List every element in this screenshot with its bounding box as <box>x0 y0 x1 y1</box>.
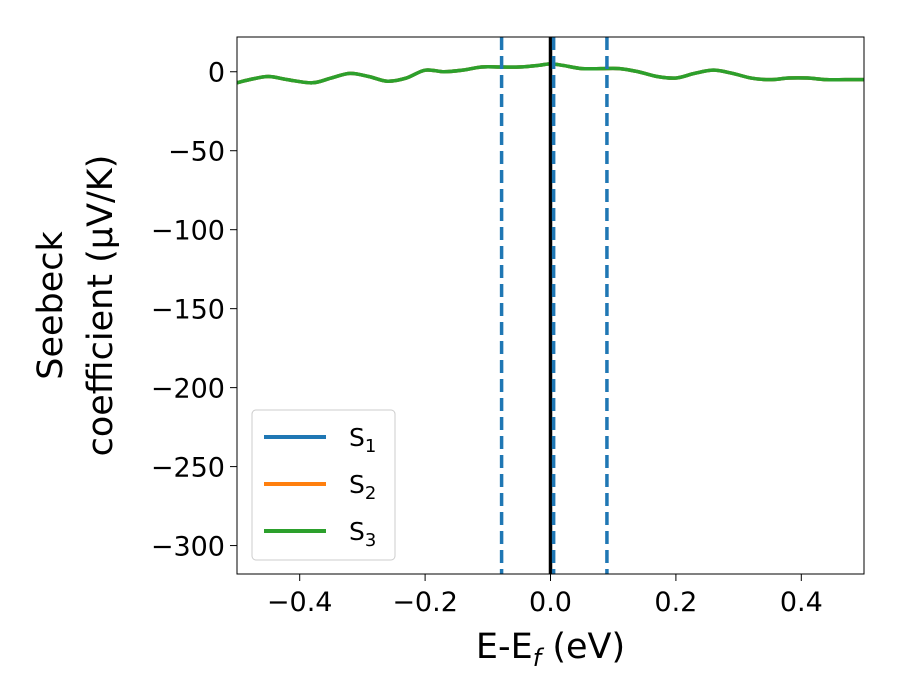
y-tick-label: −300 <box>151 532 225 563</box>
legend-label-s1: S1 <box>349 423 376 457</box>
y-tick-label: −50 <box>168 137 225 168</box>
y-axis-title-line2: coefficient (μV/K) <box>81 155 121 457</box>
x-tick-label: −0.2 <box>392 587 458 618</box>
y-tick-label: −100 <box>151 216 225 247</box>
plot-area <box>237 37 864 574</box>
legend-items: S1 S2 S3 <box>264 423 376 551</box>
x-tick-label: −0.4 <box>267 587 333 618</box>
y-tick-label: 0 <box>208 58 225 89</box>
y-tick-label: −150 <box>151 295 225 326</box>
y-tick-label: −250 <box>151 453 225 484</box>
x-tick-label: 0.0 <box>529 587 572 618</box>
y-axis-ticks: 0 −50 −100 −150 −200 −250 −300 <box>151 58 237 563</box>
x-axis-title: E-Ef (eV) <box>476 627 625 672</box>
y-axis-title-line1: Seebeck <box>31 230 71 379</box>
y-axis-title: Seebeck coefficient (μV/K) <box>31 155 121 457</box>
x-tick-label: 0.4 <box>780 587 823 618</box>
x-tick-label: 0.2 <box>654 587 697 618</box>
legend-label-s3: S3 <box>349 517 376 551</box>
x-axis-title-unit: (eV) <box>541 627 625 667</box>
x-axis-ticks: −0.4 −0.2 0.0 0.2 0.4 <box>267 574 823 618</box>
x-axis-title-main: E-E <box>476 627 533 667</box>
y-tick-label: −200 <box>151 374 225 405</box>
legend: S1 S2 S3 <box>251 409 396 561</box>
legend-label-s2: S2 <box>349 470 376 504</box>
